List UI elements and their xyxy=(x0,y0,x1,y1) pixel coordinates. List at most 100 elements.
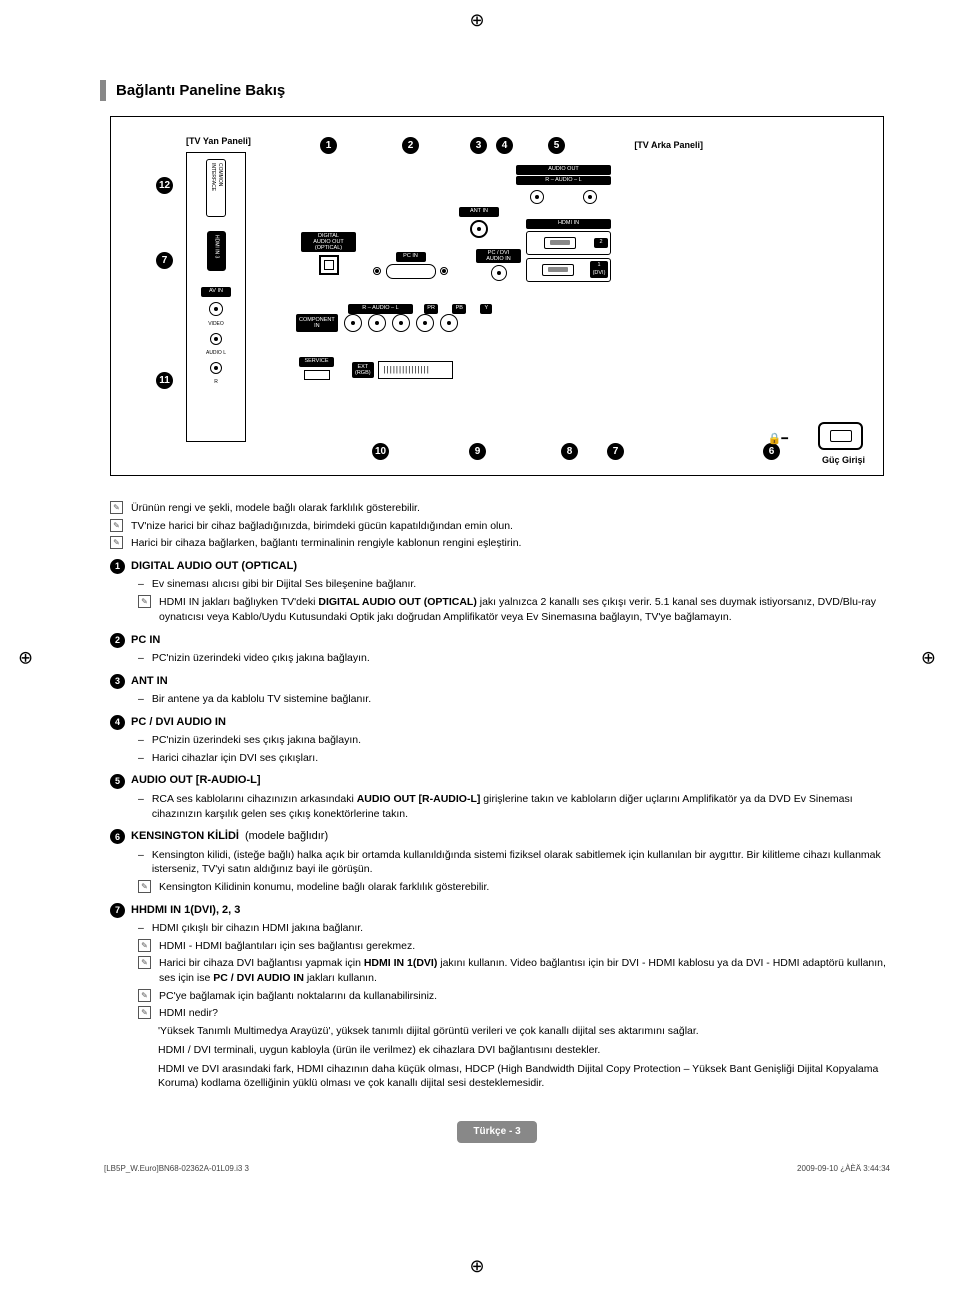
item-line-text: HDMI nedir? xyxy=(159,1006,894,1021)
item-line-text: HDMI - HDMI bağlantıları için ses bağlan… xyxy=(159,939,894,954)
item-line-text: HDMI çıkışlı bir cihazın HDMI jakına bağ… xyxy=(152,921,894,936)
callout-9: 9 xyxy=(469,443,486,460)
dash-icon: – xyxy=(138,792,144,807)
note-text: Ürünün rengi ve şekli, modele bağlı olar… xyxy=(131,501,420,516)
item-title: AUDIO OUT [R-AUDIO-L] xyxy=(131,773,261,788)
item-title: DIGITAL AUDIO OUT (OPTICAL) xyxy=(131,559,297,574)
item-title: PC / DVI AUDIO IN xyxy=(131,715,226,730)
footer: [LB5P_W.Euro]BN68-02362A-01L09.i3 3 2009… xyxy=(100,1163,894,1174)
digital-audio-group: DIGITAL AUDIO OUT (OPTICAL) xyxy=(301,232,356,278)
note-line: ✎ TV'nize harici bir cihaz bağladığınızd… xyxy=(110,519,894,534)
item-paragraph: HDMI / DVI terminali, uygun kabloyla (ür… xyxy=(158,1043,894,1058)
item-note-line: ✎ Kensington Kilidinin konumu, modeline b… xyxy=(138,880,894,895)
item-line-text: PC'nizin üzerindeki video çıkış jakına b… xyxy=(152,651,894,666)
ant-in-group: ANT IN xyxy=(459,207,499,240)
pc-dvi-audio-group: PC / DVI AUDIO IN xyxy=(476,249,521,283)
hdmi3-port: HDMI IN 3 xyxy=(207,231,226,271)
note-icon: ✎ xyxy=(138,956,151,969)
dash-icon: – xyxy=(138,921,144,936)
common-interface-port: COMMON INTERFACE xyxy=(206,159,226,217)
dash-icon: – xyxy=(138,733,144,748)
item-line-text: Harici cihazlar için DVI ses çıkışları. xyxy=(152,751,894,766)
audio-r-jack xyxy=(210,362,222,374)
footer-left: [LB5P_W.Euro]BN68-02362A-01L09.i3 3 xyxy=(104,1163,249,1174)
registration-mark-left: ⊕ xyxy=(18,645,33,670)
item-block: 5AUDIO OUT [R-AUDIO-L]–RCA ses kabloları… xyxy=(110,773,894,821)
item-title: PC IN xyxy=(131,633,160,648)
callout-10: 10 xyxy=(372,443,389,460)
component-group: COMPONENT IN xyxy=(296,312,458,334)
item-heading: 1 DIGITAL AUDIO OUT (OPTICAL) xyxy=(110,559,894,574)
item-dash-line: –Bir antene ya da kablolu TV sistemine b… xyxy=(138,692,894,707)
item-note-line: ✎ HDMI IN jakları bağlıyken TV'deki DIGIT… xyxy=(138,595,894,624)
item-line-text: HDMI IN jakları bağlıyken TV'deki DIGITA… xyxy=(159,595,894,624)
component-labels: R – AUDIO – L PR PB Y xyxy=(348,299,528,314)
item-note-line: ✎ Harici bir cihaza DVI bağlantısı yapmak… xyxy=(138,956,894,985)
item-note-line: ✎ HDMI - HDMI bağlantıları için ses bağla… xyxy=(138,939,894,954)
item-title: KENSINGTON KİLİDİ xyxy=(131,829,239,844)
item-title: HHDMI IN 1(DVI), 2, 3 xyxy=(131,903,240,918)
section-title: Bağlantı Paneline Bakış xyxy=(100,80,894,101)
item-dash-line: –PC'nizin üzerindeki ses çıkış jakına ba… xyxy=(138,733,894,748)
item-dash-line: –Ev sineması alıcısı gibi bir Dijital Se… xyxy=(138,577,894,592)
item-line-text: PC'ye bağlamak için bağlantı noktalarını… xyxy=(159,989,894,1004)
page-indicator: Türkçe - 3 xyxy=(100,1121,894,1143)
item-block: 4 PC / DVI AUDIO IN –PC'nizin üzerindeki s… xyxy=(110,715,894,766)
audio-out-group: AUDIO OUT R – AUDIO – L xyxy=(516,165,611,206)
page-lang: Türkçe xyxy=(473,1126,506,1137)
note-icon: ✎ xyxy=(138,880,151,893)
pc-in-group: PC IN xyxy=(373,252,448,281)
item-line-text: Kensington kilidi, (isteğe bağlı) halka … xyxy=(152,848,894,877)
power-port xyxy=(818,422,863,450)
item-line-text: Bir antene ya da kablolu TV sistemine ba… xyxy=(152,692,894,707)
item-line-text: Kensington Kilidinin konumu, modeline ba… xyxy=(159,880,894,895)
audio-r-label: R xyxy=(214,379,218,386)
tv-side-panel: COMMON INTERFACE HDMI IN 3 AV IN VIDEO A… xyxy=(186,152,246,442)
item-paragraph: HDMI ve DVI arasındaki fark, HDMI cihazı… xyxy=(158,1062,894,1091)
audio-l-label: AUDIO L xyxy=(206,350,226,357)
item-heading: 2PC IN xyxy=(110,633,894,648)
service-ext-group: SERVICE EXT (RGB) xyxy=(299,357,453,383)
hdmi-in-group: HDMI IN 2 1 (DVI) xyxy=(526,219,611,282)
dash-icon: – xyxy=(138,751,144,766)
callout-7a: 7 xyxy=(156,252,173,269)
avin-jack xyxy=(209,302,223,316)
dash-icon: – xyxy=(138,692,144,707)
power-label: Güç Girişi xyxy=(822,454,865,467)
callout-12: 12 xyxy=(156,177,173,194)
note-icon: ✎ xyxy=(138,595,151,608)
item-dash-line: –Harici cihazlar için DVI ses çıkışları. xyxy=(138,751,894,766)
rear-panel-label: [TV Arka Paneli] xyxy=(634,139,703,152)
callout-2: 2 xyxy=(402,137,419,154)
item-heading: 7HHDMI IN 1(DVI), 2, 3 xyxy=(110,903,894,918)
item-number: 1 xyxy=(110,559,125,574)
item-title: ANT IN xyxy=(131,674,168,689)
note-icon: ✎ xyxy=(138,939,151,952)
item-title-aux: (modele bağlıdır) xyxy=(245,829,328,844)
note-text: TV'nize harici bir cihaz bağladığınızda,… xyxy=(131,519,513,534)
callout-7b: 7 xyxy=(607,443,624,460)
item-block: 2PC IN –PC'nizin üzerindeki video çıkış j… xyxy=(110,633,894,666)
item-line-text: Harici bir cihaza DVI bağlantısı yapmak … xyxy=(159,956,894,985)
item-line-text: Ev sineması alıcısı gibi bir Dijital Ses… xyxy=(152,577,894,592)
dash-icon: – xyxy=(138,577,144,592)
item-block: 3ANT IN –Bir antene ya da kablolu TV sist… xyxy=(110,674,894,707)
registration-mark-bottom: ⊕ xyxy=(469,1254,484,1279)
side-panel-label: [TV Yan Paneli] xyxy=(186,135,251,148)
item-block: 6 KENSINGTON KİLİDİ (modele bağlıdır) –Ken… xyxy=(110,829,894,894)
item-note-line: ✎ PC'ye bağlamak için bağlantı noktaların… xyxy=(138,989,894,1004)
item-dash-line: –PC'nizin üzerindeki video çıkış jakına … xyxy=(138,651,894,666)
item-number: 4 xyxy=(110,715,125,730)
item-number: 6 xyxy=(110,829,125,844)
item-dash-line: –Kensington kilidi, (isteğe bağlı) halka… xyxy=(138,848,894,877)
item-dash-line: –HDMI çıkışlı bir cihazın HDMI jakına ba… xyxy=(138,921,894,936)
note-icon: ✎ xyxy=(110,519,123,532)
note-icon: ✎ xyxy=(138,989,151,1002)
kensington-lock-icon: 🔒━ xyxy=(768,432,788,447)
footer-right: 2009-09-10 ¿ÀÈÄ 3:44:34 xyxy=(797,1163,890,1174)
item-heading: 3ANT IN xyxy=(110,674,894,689)
note-line: ✎ Harici bir cihaza bağlarken, bağlantı … xyxy=(110,536,894,551)
page-num: 3 xyxy=(515,1126,521,1137)
callout-5: 5 xyxy=(548,137,565,154)
item-block: 1 DIGITAL AUDIO OUT (OPTICAL) –Ev sineması… xyxy=(110,559,894,624)
